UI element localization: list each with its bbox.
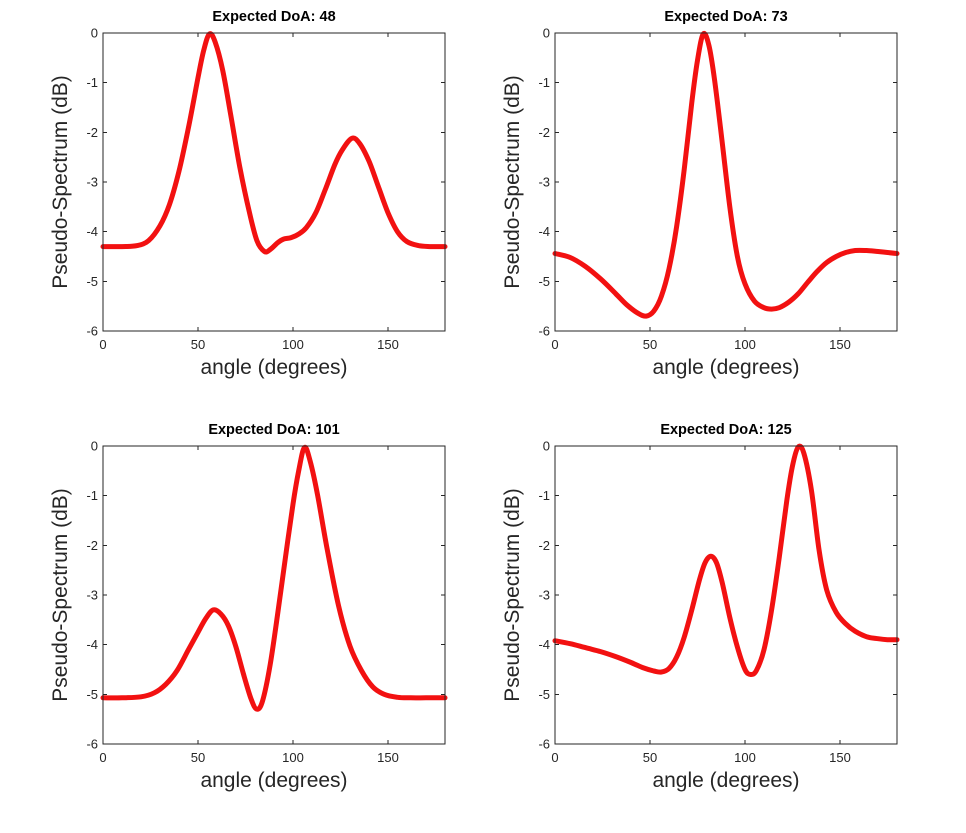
spectrum-curve — [552, 30, 900, 319]
y-tick-label: -6 — [538, 324, 550, 339]
y-tick-label: -5 — [86, 687, 98, 702]
y-tick-label: -4 — [86, 224, 98, 239]
y-tick-label: -6 — [86, 737, 98, 752]
subplot-doa-48: 0 50 100 150 0 -1 -2 -3 -4 -5 -6 Expected DoA: 48 an… — [49, 9, 448, 379]
y-tick-label: -2 — [538, 538, 550, 553]
plot-title: Expected DoA: 48 — [212, 9, 335, 25]
x-tick-label: 0 — [551, 337, 558, 352]
y-tick-label: 0 — [91, 439, 98, 454]
y-tick-label: -4 — [538, 224, 550, 239]
x-axis-label: angle (degrees) — [652, 769, 799, 792]
y-axis-label: Pseudo-Spectrum (dB) — [501, 75, 524, 289]
y-axis-label: Pseudo-Spectrum (dB) — [49, 488, 72, 702]
x-tick-label: 100 — [734, 750, 756, 765]
subplot-doa-125: 0 50 100 150 0 -1 -2 -3 -4 -5 -6 Expected DoA: 125 a… — [501, 422, 900, 792]
x-tick-label: 150 — [829, 337, 851, 352]
x-tick-label: 150 — [377, 750, 399, 765]
x-tick-label: 0 — [99, 750, 106, 765]
plot-title: Expected DoA: 125 — [660, 422, 791, 438]
spectrum-curve — [100, 444, 448, 712]
x-tick-label: 50 — [191, 750, 205, 765]
x-axis-label: angle (degrees) — [652, 356, 799, 379]
y-tick-label: 0 — [543, 26, 550, 41]
y-tick-label: -1 — [538, 488, 550, 503]
y-tick-label: -1 — [86, 488, 98, 503]
x-tick-label: 0 — [99, 337, 106, 352]
y-tick-label: -4 — [86, 637, 98, 652]
plot-box — [102, 32, 446, 332]
plot-box — [102, 445, 446, 745]
y-tick-label: -5 — [538, 274, 550, 289]
subplot-doa-73: 0 50 100 150 0 -1 -2 -3 -4 -5 -6 Expected DoA: 73 an… — [501, 9, 900, 379]
y-axis-label: Pseudo-Spectrum (dB) — [501, 488, 524, 702]
plot-title: Expected DoA: 101 — [208, 422, 339, 438]
x-tick-label: 0 — [551, 750, 558, 765]
y-tick-label: -6 — [538, 737, 550, 752]
x-tick-label: 100 — [282, 337, 304, 352]
y-tick-label: 0 — [543, 439, 550, 454]
x-axis-label: angle (degrees) — [200, 769, 347, 792]
y-tick-label: -3 — [86, 175, 98, 190]
x-tick-label: 50 — [643, 337, 657, 352]
plot-title: Expected DoA: 73 — [664, 9, 787, 25]
subplot-doa-101: 0 50 100 150 0 -1 -2 -3 -4 -5 -6 Expected DoA: 101 a… — [49, 422, 448, 792]
x-axis-label: angle (degrees) — [200, 356, 347, 379]
y-tick-label: -2 — [538, 125, 550, 140]
y-tick-label: -5 — [538, 687, 550, 702]
x-tick-label: 100 — [282, 750, 304, 765]
y-tick-label: -2 — [86, 125, 98, 140]
spectrum-curve — [552, 443, 900, 678]
y-tick-label: -6 — [86, 324, 98, 339]
x-tick-label: 150 — [829, 750, 851, 765]
y-tick-label: 0 — [91, 26, 98, 41]
spectrum-curve — [100, 31, 448, 255]
y-tick-label: -1 — [538, 75, 550, 90]
y-tick-label: -4 — [538, 637, 550, 652]
x-tick-label: 100 — [734, 337, 756, 352]
y-tick-label: -1 — [86, 75, 98, 90]
y-axis-label: Pseudo-Spectrum (dB) — [49, 75, 72, 289]
x-tick-label: 50 — [643, 750, 657, 765]
x-tick-label: 150 — [377, 337, 399, 352]
y-tick-label: -3 — [86, 588, 98, 603]
y-tick-label: -3 — [538, 588, 550, 603]
y-tick-label: -3 — [538, 175, 550, 190]
y-tick-label: -2 — [86, 538, 98, 553]
x-tick-label: 50 — [191, 337, 205, 352]
y-tick-label: -5 — [86, 274, 98, 289]
